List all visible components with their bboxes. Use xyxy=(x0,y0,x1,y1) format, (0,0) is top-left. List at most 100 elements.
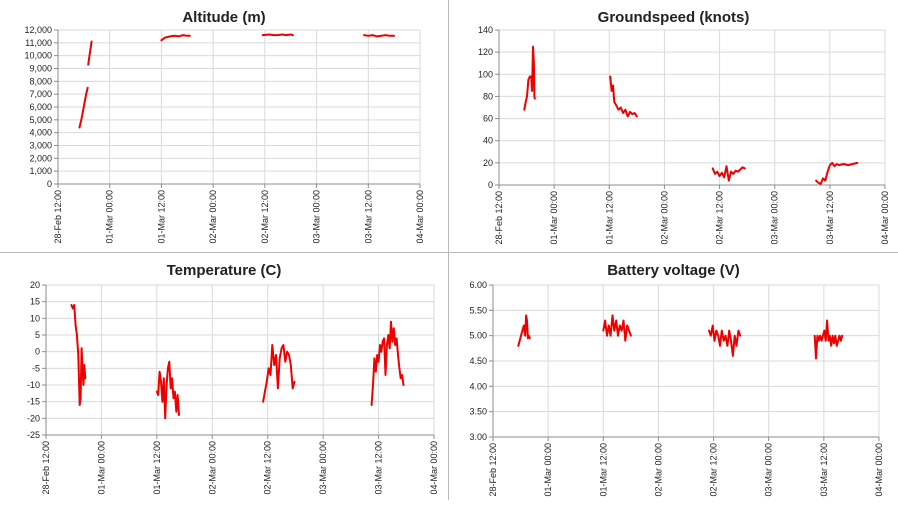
chart-panel-groundspeed: Groundspeed (knots) 0 20 40 60 80 100 120 140 28-… xyxy=(449,0,898,252)
x-tick-label: 01-Mar 00:00 xyxy=(96,441,106,495)
y-tick-label: 120 xyxy=(478,47,493,57)
x-tick-label: 01-Mar 12:00 xyxy=(604,191,614,245)
y-tick-label: 3,000 xyxy=(29,141,52,151)
chart-groundspeed: Groundspeed (knots) 0 20 40 60 80 100 120 140 28-… xyxy=(478,9,890,245)
x-tick-label: 03-Mar 00:00 xyxy=(318,441,328,495)
y-tick-label: 80 xyxy=(483,91,493,101)
x-tick-label: 03-Mar 00:00 xyxy=(764,443,774,497)
y-tick-label: -25 xyxy=(27,430,40,440)
series-line-segment-3 xyxy=(160,34,191,42)
y-tick-label: 15 xyxy=(30,297,40,307)
y-tick-label: 8,000 xyxy=(29,76,52,86)
series-line-segment-1 xyxy=(523,45,536,111)
chart-title: Altitude (m) xyxy=(182,9,265,26)
y-tick-label: 0 xyxy=(35,347,40,357)
x-tick-label: 02-Mar 00:00 xyxy=(208,190,218,244)
series-line-segment-1 xyxy=(78,86,89,129)
horizontal-divider xyxy=(0,252,898,253)
y-tick-label: 10 xyxy=(30,313,40,323)
y-tick-label: 100 xyxy=(478,69,493,79)
chart-title: Temperature (C) xyxy=(167,262,282,279)
series-line-segment-4 xyxy=(813,319,844,360)
y-tick-label: -5 xyxy=(32,363,40,373)
x-tick-label: 28-Feb 12:00 xyxy=(53,190,63,244)
y-tick-label: 5,000 xyxy=(29,115,52,125)
chart-panel-temperature: Temperature (C) -25 -20 -15 -10 -5 0 5 10 15 20 28-… xyxy=(0,253,448,500)
chart-temperature: Temperature (C) -25 -20 -15 -10 -5 0 5 10 15 20 28-… xyxy=(27,262,439,495)
y-tick-label: 0 xyxy=(47,179,52,189)
series-line-segment-5 xyxy=(363,34,396,38)
series-line-segment-1 xyxy=(517,314,531,347)
chart-panel-altitude: Altitude (m) 0 1,000 2,000 3,000 4,000 5,000 6,… xyxy=(0,0,448,252)
series-line-segment-4 xyxy=(370,320,405,406)
y-tick-label: 9,000 xyxy=(29,64,52,74)
y-tick-label: 20 xyxy=(483,158,493,168)
y-tick-label: 10,000 xyxy=(24,51,52,61)
y-tick-label: 6,000 xyxy=(29,102,52,112)
y-tick-label: 140 xyxy=(478,25,493,35)
x-tick-label: 28-Feb 12:00 xyxy=(488,443,498,497)
x-tick-label: 01-Mar 12:00 xyxy=(156,190,166,244)
y-tick-label: 2,000 xyxy=(29,153,52,163)
series-line-segment-3 xyxy=(708,324,742,357)
y-tick-label: 4.00 xyxy=(469,381,487,391)
x-tick-label: 01-Mar 12:00 xyxy=(598,443,608,497)
x-tick-label: 02-Mar 00:00 xyxy=(659,191,669,245)
series-line-segment-1 xyxy=(70,304,87,406)
x-tick-label: 28-Feb 12:00 xyxy=(494,191,504,245)
y-tick-label: 5.00 xyxy=(469,331,487,341)
x-tick-label: 04-Mar 00:00 xyxy=(874,443,884,497)
y-tick-label: 4,000 xyxy=(29,128,52,138)
x-tick-label: 03-Mar 12:00 xyxy=(363,190,373,244)
y-tick-label: 5.50 xyxy=(469,305,487,315)
series-line-segment-4 xyxy=(815,161,859,185)
x-tick-label: 04-Mar 00:00 xyxy=(415,190,425,244)
x-tick-label: 01-Mar 00:00 xyxy=(549,191,559,245)
x-tick-label: 02-Mar 12:00 xyxy=(260,190,270,244)
series-line-segment-2 xyxy=(602,314,632,342)
y-tick-label: 6.00 xyxy=(469,280,487,290)
x-tick-label: 02-Mar 12:00 xyxy=(709,443,719,497)
y-tick-label: 40 xyxy=(483,136,493,146)
x-tick-label: 28-Feb 12:00 xyxy=(41,441,51,495)
series-line-segment-3 xyxy=(262,344,296,403)
x-tick-label: 03-Mar 00:00 xyxy=(312,190,322,244)
series-line-segment-2 xyxy=(609,75,638,118)
x-tick-label: 02-Mar 12:00 xyxy=(715,191,725,245)
y-tick-label: 0 xyxy=(488,180,493,190)
series-line-segment-4 xyxy=(261,33,294,37)
series-line-segment-2 xyxy=(155,360,180,420)
chart-title: Battery voltage (V) xyxy=(607,262,740,279)
x-tick-label: 02-Mar 00:00 xyxy=(207,441,217,495)
y-tick-label: 20 xyxy=(30,280,40,290)
x-tick-label: 02-Mar 00:00 xyxy=(653,443,663,497)
x-tick-label: 03-Mar 12:00 xyxy=(825,191,835,245)
series-line-segment-2 xyxy=(87,40,93,66)
y-tick-label: 60 xyxy=(483,114,493,124)
x-tick-label: 01-Mar 00:00 xyxy=(543,443,553,497)
x-tick-label: 02-Mar 12:00 xyxy=(263,441,273,495)
x-tick-label: 04-Mar 00:00 xyxy=(429,441,439,495)
y-tick-label: 11,000 xyxy=(25,38,52,48)
y-tick-label: 1,000 xyxy=(29,166,52,176)
x-tick-label: 01-Mar 12:00 xyxy=(152,441,162,495)
y-tick-label: 7,000 xyxy=(29,89,52,99)
x-tick-label: 03-Mar 12:00 xyxy=(819,443,829,497)
chart-altitude: Altitude (m) 0 1,000 2,000 3,000 4,000 5,000 6,… xyxy=(24,9,425,244)
chart-title: Groundspeed (knots) xyxy=(598,9,750,26)
y-tick-label: 3.00 xyxy=(469,432,487,442)
x-tick-label: 03-Mar 12:00 xyxy=(374,441,384,495)
y-tick-label: -20 xyxy=(27,413,40,423)
y-tick-label: 12,000 xyxy=(24,25,52,35)
x-tick-label: 01-Mar 00:00 xyxy=(105,190,115,244)
y-tick-label: -15 xyxy=(27,397,40,407)
chart-panel-battery-voltage: Battery voltage (V) 3.00 3.50 4.00 4.50 5.00 5… xyxy=(449,253,898,500)
x-tick-label: 04-Mar 00:00 xyxy=(880,191,890,245)
y-tick-label: 3.50 xyxy=(469,407,487,417)
series-line-segment-3 xyxy=(711,165,746,182)
chart-battery-voltage: Battery voltage (V) 3.00 3.50 4.00 4.50 5.00 5… xyxy=(469,262,884,497)
y-tick-label: 5 xyxy=(35,330,40,340)
y-tick-label: -10 xyxy=(27,380,40,390)
x-tick-label: 03-Mar 00:00 xyxy=(770,191,780,245)
y-tick-label: 4.50 xyxy=(469,356,487,366)
